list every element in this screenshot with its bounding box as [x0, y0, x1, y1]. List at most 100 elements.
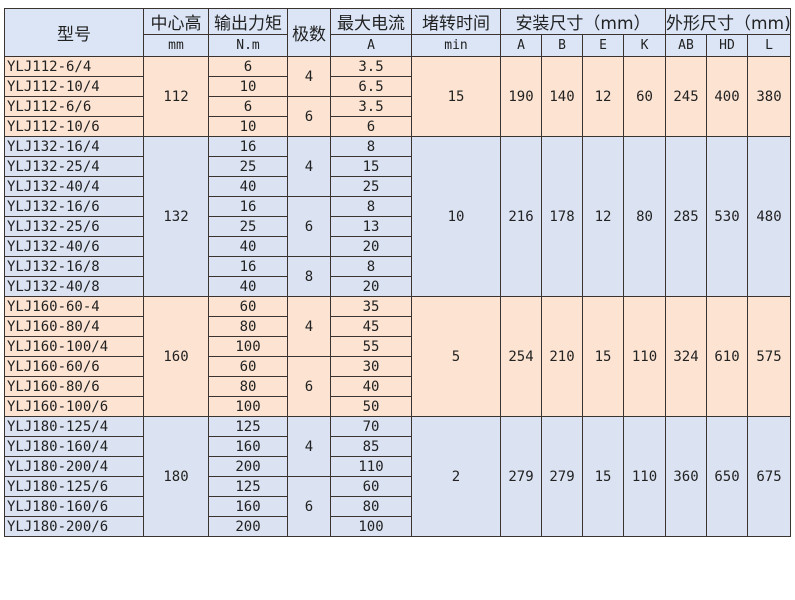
model-cell: YLJ180-125/4 — [4, 416, 144, 437]
current-cell: 13 — [330, 216, 412, 237]
current-cell: 20 — [330, 236, 412, 257]
poles-cell: 6 — [287, 356, 331, 417]
current-cell: 35 — [330, 296, 412, 317]
current-cell: 50 — [330, 396, 412, 417]
current-cell: 40 — [330, 376, 412, 397]
table-row: YLJ180-125/6 125 6 60 — [4, 476, 791, 537]
install-e-cell: 12 — [582, 56, 624, 137]
install-b-cell: 210 — [541, 296, 583, 417]
table-row: YLJ132-40/6 40 20 — [4, 236, 791, 257]
torque-cell: 6 — [208, 56, 288, 77]
header-install: 安装尺寸（mm） — [500, 8, 666, 35]
current-cell: 70 — [330, 416, 412, 437]
table-row: YLJ132-16/4 132 16 4 8 10 216 178 12 80 285 530 480 — [4, 136, 791, 297]
header-outline: 外形尺寸（mm) — [665, 8, 791, 35]
torque-cell: 200 — [208, 456, 288, 477]
outline-l-cell: 675 — [747, 416, 791, 537]
model-cell: YLJ112-10/6 — [4, 116, 144, 137]
header-k: K — [623, 34, 666, 57]
install-a-cell: 216 — [500, 136, 542, 297]
torque-cell: 125 — [208, 476, 288, 497]
table-row: YLJ180-125/4 180 125 4 70 2 279 279 15 110 360 650 6… — [4, 416, 791, 537]
torque-cell: 10 — [208, 76, 288, 97]
poles-cell: 6 — [287, 196, 331, 257]
current-cell: 8 — [330, 196, 412, 217]
torque-cell: 6 — [208, 96, 288, 117]
current-cell: 45 — [330, 316, 412, 337]
table-row: YLJ160-60-4 160 60 4 35 5 254 210 15 110 324 610 575 — [4, 296, 791, 417]
header-poles: 极数 — [287, 8, 331, 57]
torque-cell: 25 — [208, 156, 288, 177]
outline-hd-cell: 400 — [706, 56, 748, 137]
install-k-cell: 110 — [623, 296, 666, 417]
torque-cell: 160 — [208, 436, 288, 457]
current-cell: 3.5 — [330, 56, 412, 77]
header-center-height: 中心高 — [143, 8, 209, 35]
model-cell: YLJ180-200/4 — [4, 456, 144, 477]
header-torque: 输出力矩 — [208, 8, 288, 35]
current-cell: 30 — [330, 356, 412, 377]
poles-cell: 4 — [287, 56, 331, 97]
torque-cell: 40 — [208, 276, 288, 297]
current-cell: 3.5 — [330, 96, 412, 117]
current-cell: 100 — [330, 516, 412, 537]
table-row: YLJ160-60/6 60 6 30 — [4, 356, 791, 417]
outline-hd-cell: 610 — [706, 296, 748, 417]
center-height-cell: 160 — [143, 296, 209, 417]
install-k-cell: 60 — [623, 56, 666, 137]
torque-cell: 200 — [208, 516, 288, 537]
outline-ab-cell: 324 — [665, 296, 707, 417]
current-cell: 25 — [330, 176, 412, 197]
model-cell: YLJ132-16/6 — [4, 196, 144, 217]
header-hd: HD — [706, 34, 748, 57]
model-cell: YLJ132-25/6 — [4, 216, 144, 237]
current-cell: 8 — [330, 136, 412, 157]
install-a-cell: 279 — [500, 416, 542, 537]
outline-l-cell: 380 — [747, 56, 791, 137]
current-cell: 15 — [330, 156, 412, 177]
current-cell: 6 — [330, 116, 412, 137]
unit-center-height: mm — [143, 34, 209, 57]
table-row: YLJ180-160/6 160 80 — [4, 496, 791, 517]
table-row: YLJ112-6/4 112 6 4 3.5 15 190 140 12 60 245 400 380 — [4, 56, 791, 137]
torque-cell: 60 — [208, 356, 288, 377]
outline-l-cell: 480 — [747, 136, 791, 297]
table-row: YLJ160-100/4 100 55 — [4, 336, 791, 357]
header-ab: AB — [665, 34, 707, 57]
model-cell: YLJ160-80/6 — [4, 376, 144, 397]
model-cell: YLJ160-80/4 — [4, 316, 144, 337]
center-height-cell: 112 — [143, 56, 209, 137]
header-a: A — [500, 34, 542, 57]
table-row: YLJ180-200/4 200 110 — [4, 456, 791, 477]
table-row: YLJ112-10/4 10 6.5 — [4, 76, 791, 97]
torque-cell: 10 — [208, 116, 288, 137]
torque-cell: 25 — [208, 216, 288, 237]
table-row: YLJ132-25/4 25 15 — [4, 156, 791, 177]
center-height-cell: 180 — [143, 416, 209, 537]
torque-cell: 160 — [208, 496, 288, 517]
install-b-cell: 178 — [541, 136, 583, 297]
poles-cell: 6 — [287, 476, 331, 537]
model-cell: YLJ160-60-4 — [4, 296, 144, 317]
install-k-cell: 110 — [623, 416, 666, 537]
current-cell: 6.5 — [330, 76, 412, 97]
model-cell: YLJ132-16/8 — [4, 256, 144, 277]
torque-cell: 100 — [208, 396, 288, 417]
torque-cell: 40 — [208, 176, 288, 197]
model-cell: YLJ132-40/4 — [4, 176, 144, 197]
torque-cell: 125 — [208, 416, 288, 437]
install-b-cell: 140 — [541, 56, 583, 137]
motor-spec-table: 型号 中心高 输出力矩 极数 最大电流 堵转时间 安装尺寸（mm） 外形尺寸（m… — [4, 8, 791, 537]
install-a-cell: 254 — [500, 296, 542, 417]
model-cell: YLJ112-10/4 — [4, 76, 144, 97]
header-current: 最大电流 — [330, 8, 412, 35]
header-l: L — [747, 34, 791, 57]
outline-ab-cell: 245 — [665, 56, 707, 137]
outline-hd-cell: 650 — [706, 416, 748, 537]
header-stall-time: 堵转时间 — [411, 8, 501, 35]
install-e-cell: 15 — [582, 296, 624, 417]
model-cell: YLJ112-6/6 — [4, 96, 144, 117]
unit-current: A — [330, 34, 412, 57]
model-cell: YLJ180-125/6 — [4, 476, 144, 497]
unit-stall-time: min — [411, 34, 501, 57]
